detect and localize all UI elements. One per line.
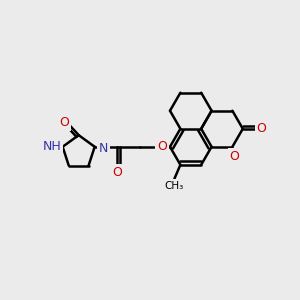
Text: O: O (157, 140, 167, 153)
Text: CH₃: CH₃ (165, 181, 184, 190)
Text: O: O (230, 150, 239, 163)
Text: O: O (112, 166, 122, 179)
Text: N: N (99, 142, 108, 155)
Text: NH: NH (42, 140, 61, 153)
Text: O: O (257, 122, 267, 135)
Text: O: O (59, 116, 69, 129)
